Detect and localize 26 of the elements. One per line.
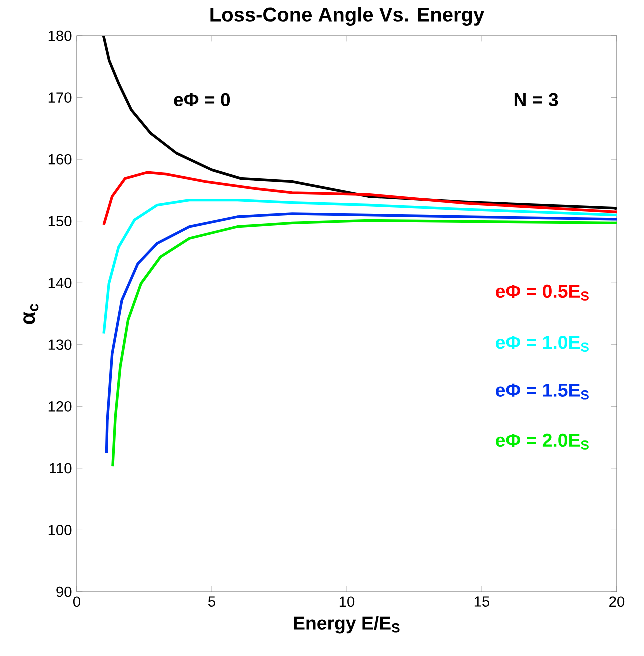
- y-axis-title: α$_{c}$: [24, 304, 39, 324]
- x-tick-label: 15: [474, 596, 490, 607]
- chart-title: Loss-Cone Angle Vs. Energy: [210, 7, 485, 26]
- y-tick-label: 120: [48, 401, 72, 412]
- annotation: N = 3: [514, 93, 558, 107]
- series-label: eΦ = 0: [174, 93, 230, 107]
- x-tick-label: 0: [73, 596, 80, 608]
- y-tick-label: 170: [48, 92, 72, 103]
- y-tick-label: 130: [48, 340, 72, 350]
- text: eΦ = 1.5E$_{S}$: [496, 384, 589, 400]
- line-series: [102, 198, 617, 336]
- text: eΦ = 2.0E$_{S}$: [496, 434, 589, 450]
- line-series: [102, 171, 617, 226]
- x-tick-label: 5: [208, 596, 216, 607]
- text: eΦ = 1.0E$_{S}$: [496, 336, 589, 352]
- y-tick-label: 110: [50, 463, 72, 474]
- text: eΦ = 0.5E$_{S}$: [496, 284, 589, 301]
- y-tick-label: 140: [48, 278, 72, 288]
- y-tick-label: 90: [56, 586, 72, 598]
- x-tick-label: 10: [340, 596, 355, 608]
- y-tick-label: 160: [48, 154, 72, 165]
- x-axis-title: Energy E/E$_{S}$: [294, 616, 400, 634]
- y-tick-label: 150: [48, 216, 72, 227]
- x-tick-label: 20: [610, 596, 625, 608]
- y-tick-label: 180: [48, 30, 72, 42]
- y-tick-label: 100: [48, 525, 72, 536]
